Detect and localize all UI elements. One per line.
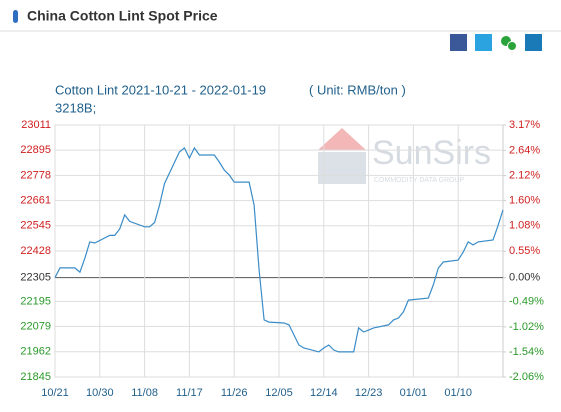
y-tick-label: 22545 — [20, 220, 51, 232]
x-tick-label: 11/26 — [221, 387, 248, 399]
y2-tick-label: 0.00% — [509, 272, 540, 284]
y-tick-label: 22195 — [20, 295, 51, 307]
y-tick-label: 22661 — [20, 195, 51, 207]
x-tick-label: 11/08 — [131, 387, 158, 399]
y2-tick-label: -2.06% — [509, 371, 544, 383]
y-tick-label: 22428 — [20, 245, 51, 257]
y2-tick-label: -1.54% — [509, 346, 544, 358]
x-tick-label: 01/10 — [444, 387, 472, 399]
watermark-logo — [318, 152, 366, 184]
x-tick-label: 12/05 — [265, 387, 293, 399]
y2-tick-label: 1.08% — [509, 220, 540, 232]
y2-tick-label: -1.02% — [509, 321, 544, 333]
y-tick-label: 23011 — [21, 119, 51, 131]
chart-subtitle: 3218B; — [55, 100, 96, 115]
x-tick-label: 10/30 — [86, 387, 114, 399]
header-icon — [13, 10, 18, 23]
watermark-tagline: COMMODITY DATA GROUP — [374, 177, 465, 184]
chart-title: Cotton Lint 2021-10-21 - 2022-01-19 — [55, 82, 266, 97]
watermark-brand: SunSirs — [372, 134, 491, 172]
y2-tick-label: 2.64% — [509, 144, 540, 156]
chart-unit: ( Unit: RMB/ton ) — [309, 82, 406, 97]
y-tick-label: 22895 — [20, 144, 51, 156]
watermark: SunSirs COMMODITY DATA GROUP — [318, 128, 491, 184]
y2-tick-label: 0.55% — [509, 245, 540, 257]
y2-tick-label: -0.49% — [509, 295, 544, 307]
linkedin-icon[interactable] — [525, 34, 542, 51]
watermark-logo — [318, 128, 366, 150]
y2-tick-label: 2.12% — [509, 169, 540, 181]
x-tick-label: 12/23 — [355, 387, 383, 399]
y2-tick-label: 3.17% — [509, 119, 540, 131]
wechat-bubble — [507, 41, 517, 51]
twitter-icon[interactable] — [475, 34, 492, 51]
x-tick-label: 11/17 — [176, 387, 203, 399]
page-title: China Cotton Lint Spot Price — [27, 8, 218, 24]
y-tick-label: 21845 — [20, 371, 51, 383]
x-tick-label: 12/14 — [310, 387, 338, 399]
share-icons — [450, 34, 542, 51]
y-tick-label: 22305 — [20, 271, 51, 283]
y-tick-label: 22079 — [20, 320, 51, 332]
y2-tick-label: 1.60% — [509, 195, 540, 207]
x-tick-label: 10/21 — [41, 387, 69, 399]
price-line — [54, 146, 504, 353]
y-tick-label: 22778 — [20, 169, 51, 181]
y-tick-label: 21962 — [20, 346, 51, 358]
facebook-icon[interactable] — [450, 34, 467, 51]
x-tick-label: 01/01 — [400, 387, 428, 399]
